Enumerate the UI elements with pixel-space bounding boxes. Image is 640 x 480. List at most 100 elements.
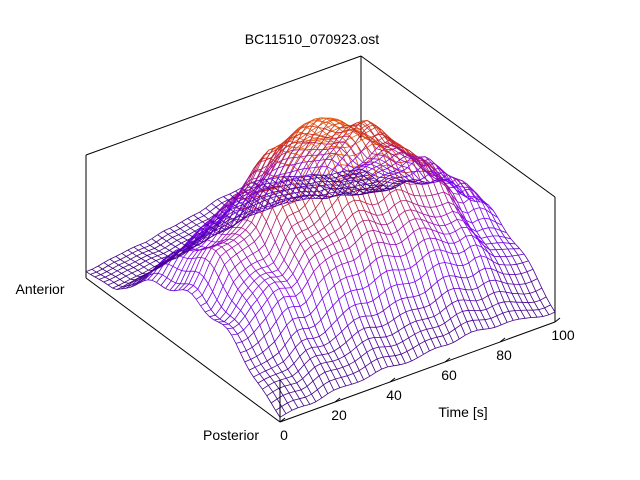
surface-mesh-segment [319, 186, 325, 196]
surface-mesh-segment [277, 296, 284, 303]
surface-mesh-segment [357, 124, 365, 131]
surface-mesh-segment [287, 369, 293, 377]
box-edge [279, 321, 556, 423]
surface-mesh-segment [109, 276, 116, 280]
surface-mesh-segment [260, 364, 266, 372]
surface-mesh-segment [336, 366, 344, 370]
surface-mesh-segment [514, 310, 520, 320]
surface-mesh-segment [407, 181, 413, 183]
surface-mesh-segment [404, 209, 411, 212]
surface-mesh-segment [386, 134, 391, 139]
surface-mesh-segment [500, 230, 506, 238]
surface-mesh-segment [304, 142, 310, 151]
surface-mesh-segment [136, 275, 141, 277]
surface-mesh-segment [341, 209, 348, 221]
surface-mesh-segment [420, 277, 426, 293]
surface-mesh-segment [261, 165, 268, 170]
surface-mesh-segment [102, 265, 109, 270]
surface-mesh-segment [266, 360, 272, 369]
surface-mesh-segment [247, 280, 255, 288]
surface-mesh-segment [235, 192, 241, 201]
surface-mesh-segment [278, 190, 284, 196]
surface-mesh-segment [372, 295, 380, 301]
surface-mesh-segment [252, 192, 258, 204]
surface-mesh-segment [462, 311, 468, 322]
surface-mesh-segment [227, 281, 234, 295]
surface-mesh-segment [210, 299, 218, 310]
surface-mesh-segment [426, 272, 432, 288]
surface-mesh-segment [315, 397, 323, 403]
surface-mesh-segment [277, 165, 285, 169]
surface-mesh-segment [209, 229, 216, 234]
surface-mesh-segment [243, 196, 250, 203]
surface-mesh-segment [353, 260, 359, 275]
surface-mesh-segment [173, 228, 181, 232]
surface-mesh-segment [437, 171, 442, 175]
surface-mesh-segment [281, 150, 287, 153]
surface-mesh-segment [237, 243, 243, 251]
surface-mesh-segment [413, 169, 419, 174]
surface-mesh-segment [244, 175, 250, 185]
surface-mesh-segment [422, 257, 428, 273]
x-tick-label: 0 [280, 427, 288, 443]
surface-mesh-segment [456, 314, 462, 325]
surface-mesh-segment [188, 230, 196, 235]
surface-mesh-segment [373, 154, 378, 160]
surface-mesh-segment [332, 358, 339, 362]
surface-mesh-segment [486, 205, 493, 214]
surface-mesh-segment [295, 230, 303, 237]
surface-mesh-segment [149, 260, 157, 265]
surface-mesh-segment [215, 206, 221, 211]
surface-mesh-segment [355, 303, 362, 305]
surface-mesh-segment [128, 281, 134, 284]
surface-mesh-segment [197, 215, 205, 219]
surface-mesh-segment [423, 304, 430, 308]
surface-mesh-segment [304, 313, 311, 318]
surface-mesh-segment [282, 392, 290, 396]
surface-mesh-segment [328, 122, 335, 127]
surface-mesh-segment [371, 204, 377, 216]
surface-mesh-segment [337, 250, 344, 254]
surface-mesh-segment [360, 184, 366, 190]
surface-mesh-segment [119, 275, 127, 280]
surface-mesh-segment [315, 142, 323, 147]
surface-mesh-segment [274, 227, 282, 243]
surface-mesh-segment [164, 247, 170, 251]
surface-mesh-segment [193, 234, 200, 241]
surface-mesh-segment [316, 166, 322, 176]
surface-mesh-segment [252, 253, 258, 262]
surface-mesh-segment [125, 287, 131, 289]
surface-mesh-segment [550, 304, 556, 313]
surface-mesh-segment [287, 213, 294, 218]
surface-mesh-segment [187, 214, 194, 219]
surface-mesh-segment [454, 276, 460, 289]
surface-mesh-segment [319, 159, 326, 161]
surface-mesh-segment [124, 261, 130, 266]
surface-mesh-segment [443, 182, 449, 188]
surface-mesh-segment [435, 238, 443, 242]
surface-mesh-segment [188, 283, 194, 286]
surface-mesh-segment [130, 275, 137, 280]
surface-mesh-segment [263, 376, 271, 380]
surface-mesh-segment [151, 234, 158, 240]
surface-mesh-segment [267, 159, 274, 166]
surface-mesh-segment [275, 312, 283, 322]
surface-mesh-segment [354, 125, 360, 130]
surface-mesh-segment [416, 319, 423, 322]
surface-mesh-segment [348, 155, 355, 157]
surface-mesh-segment [268, 159, 274, 169]
surface-mesh-segment [374, 222, 380, 233]
surface-mesh-segment [402, 283, 408, 298]
surface-mesh-segment [496, 270, 504, 275]
surface-mesh-segment [167, 233, 173, 238]
surface-mesh-segment [214, 211, 220, 219]
surface-mesh-segment [205, 224, 211, 231]
surface-mesh-segment [444, 171, 450, 177]
surface-mesh-segment [478, 217, 485, 221]
surface-mesh-segment [315, 208, 321, 219]
surface-mesh-segment [299, 398, 305, 407]
surface-mesh-segment [396, 344, 402, 355]
surface-mesh-segment [239, 194, 245, 200]
surface-mesh-segment [251, 185, 258, 189]
surface-mesh-segment [389, 301, 396, 307]
